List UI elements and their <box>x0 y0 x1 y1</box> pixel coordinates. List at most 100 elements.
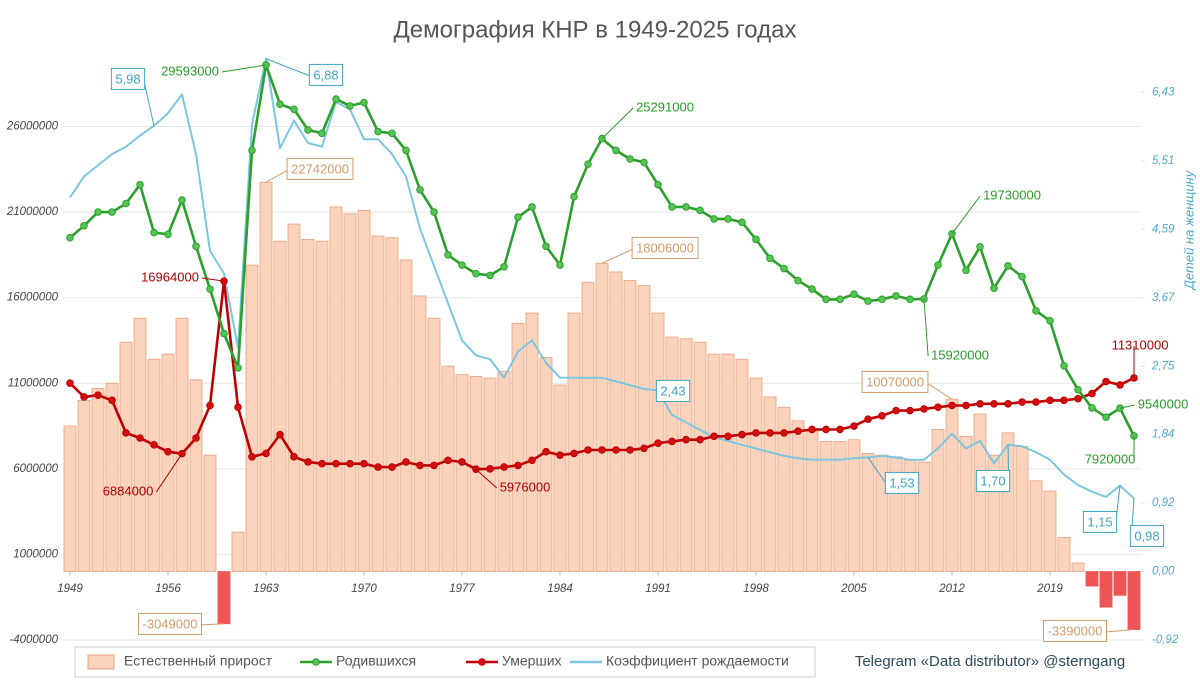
bar <box>595 262 609 572</box>
point <box>584 446 592 454</box>
point <box>766 254 774 263</box>
point <box>542 242 550 251</box>
point <box>206 285 214 293</box>
point <box>66 379 74 388</box>
point <box>206 401 214 410</box>
bar <box>343 213 357 572</box>
bar <box>1001 432 1015 572</box>
bar <box>175 317 189 572</box>
point <box>248 453 256 461</box>
point <box>598 446 606 454</box>
point <box>556 261 564 269</box>
annotation-leader <box>601 107 634 139</box>
point <box>906 406 914 415</box>
point <box>416 461 424 470</box>
point <box>808 285 816 293</box>
legend-label: Коэффициент рождаемости <box>606 653 789 669</box>
bar <box>385 237 399 572</box>
annotation: 1,53 <box>889 475 914 490</box>
point <box>864 415 872 423</box>
point <box>836 425 844 434</box>
point <box>388 463 396 471</box>
point <box>290 453 298 461</box>
bar <box>791 420 805 572</box>
point <box>738 218 746 227</box>
bar <box>133 317 147 572</box>
point <box>360 459 368 468</box>
point <box>500 463 508 471</box>
point <box>794 276 802 285</box>
x-tick-label: 2005 <box>840 583 867 595</box>
point <box>318 459 326 468</box>
annotation: 10070000 <box>866 374 924 389</box>
y2-tick-label: 1,84 <box>1152 428 1174 440</box>
bar <box>483 377 497 572</box>
bar <box>637 285 651 572</box>
bar <box>119 341 133 572</box>
line <box>69 57 1135 500</box>
point <box>710 215 718 223</box>
point <box>962 266 970 275</box>
annotation: 2,43 <box>660 383 685 398</box>
legend-label: Естественный прирост <box>124 653 273 669</box>
point <box>416 186 424 194</box>
annotation-leader <box>200 623 225 626</box>
point <box>66 233 74 242</box>
bar <box>161 353 175 572</box>
bar <box>203 454 217 572</box>
point <box>696 206 704 215</box>
bar <box>315 240 329 572</box>
y2-axis-label: Детей на женщину <box>1181 169 1196 291</box>
bar <box>679 338 693 572</box>
point <box>164 447 172 456</box>
annotation-leader <box>1105 629 1135 633</box>
annotation: 6,88 <box>313 67 338 82</box>
annotation: 16964000 <box>141 269 199 284</box>
point <box>682 203 690 211</box>
point <box>990 399 998 408</box>
point <box>136 434 144 442</box>
point <box>430 461 438 470</box>
annotation-box <box>1129 524 1165 547</box>
point <box>780 264 788 273</box>
point <box>108 396 116 405</box>
annotation: 6884000 <box>103 483 154 498</box>
bar <box>105 382 119 572</box>
point <box>640 158 648 167</box>
y-tick-label: 1000000 <box>13 548 58 560</box>
point <box>850 422 858 430</box>
x-tick-label: 1970 <box>351 583 377 595</box>
bar <box>231 531 245 572</box>
annotation-box <box>138 612 202 635</box>
y-tick-label: 6000000 <box>13 463 58 475</box>
x-tick-label: 1963 <box>253 583 279 595</box>
point <box>388 129 396 138</box>
annotation-leader <box>867 457 887 485</box>
point <box>542 447 550 456</box>
point <box>94 208 102 216</box>
annotation-box <box>884 471 920 494</box>
point <box>1074 394 1082 403</box>
legend-swatch <box>87 654 115 670</box>
point <box>1060 361 1068 370</box>
y-tick-label: 11000000 <box>8 377 59 389</box>
point <box>318 129 326 138</box>
annotation: 7920000 <box>1085 451 1136 466</box>
point <box>346 459 354 468</box>
point <box>1074 385 1082 394</box>
annotation-leader <box>926 382 953 400</box>
annotation: 15920000 <box>931 347 989 362</box>
annotation-box <box>1043 619 1107 642</box>
point <box>262 449 270 458</box>
point <box>472 269 480 278</box>
point <box>276 430 284 439</box>
point <box>80 393 88 401</box>
bar <box>1085 571 1099 587</box>
bar <box>245 264 259 572</box>
point <box>220 329 228 338</box>
annotation-leader <box>265 169 289 183</box>
annotation-leader <box>923 298 929 357</box>
bar <box>917 461 931 572</box>
legend-label: Родившихся <box>336 653 416 669</box>
annotation-leader <box>201 277 225 282</box>
